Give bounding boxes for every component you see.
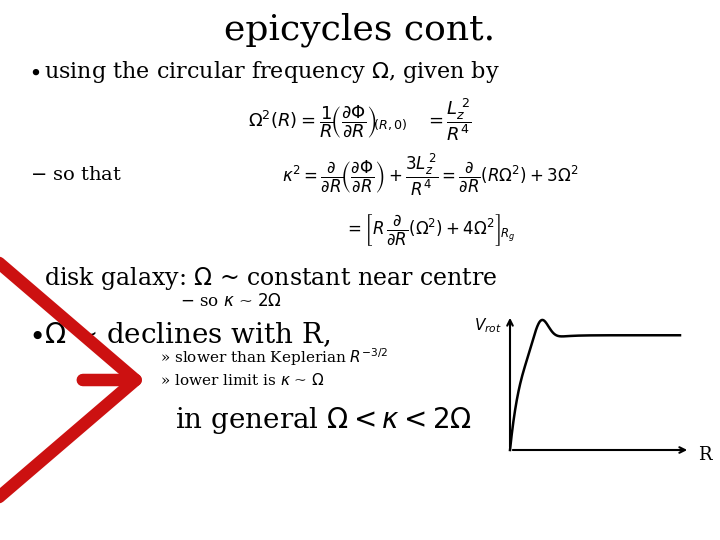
Text: $\Omega$ ~ declines with R,: $\Omega$ ~ declines with R, [44, 321, 330, 349]
Text: R: R [698, 446, 711, 464]
FancyArrowPatch shape [0, 255, 135, 505]
Text: using the circular frequency $\Omega$, given by: using the circular frequency $\Omega$, g… [44, 59, 500, 85]
Text: $\bullet$: $\bullet$ [28, 61, 40, 83]
Text: $\kappa^2 = \dfrac{\partial}{\partial R}\!\left(\dfrac{\partial\Phi}{\partial R}: $\kappa^2 = \dfrac{\partial}{\partial R}… [282, 152, 578, 198]
Text: » slower than Keplerian $R^{-3/2}$: » slower than Keplerian $R^{-3/2}$ [160, 346, 388, 368]
Text: $\bullet$: $\bullet$ [28, 321, 42, 348]
Text: epicycles cont.: epicycles cont. [225, 13, 495, 47]
Text: $V_{rot}$: $V_{rot}$ [474, 316, 502, 335]
Text: $-$ so $\kappa$ ~ $2\Omega$: $-$ so $\kappa$ ~ $2\Omega$ [180, 294, 282, 310]
Text: $= \left[R\,\dfrac{\partial}{\partial R}(\Omega^2)+4\Omega^2\right]_{\!R_g}$: $= \left[R\,\dfrac{\partial}{\partial R}… [344, 212, 516, 248]
Text: in general $\Omega < \kappa < 2\Omega$: in general $\Omega < \kappa < 2\Omega$ [175, 404, 472, 435]
Text: $\Omega^2(R) = \dfrac{1}{R}\!\left(\dfrac{\partial\Phi}{\partial R}\right)_{\!\!: $\Omega^2(R) = \dfrac{1}{R}\!\left(\dfra… [248, 97, 472, 144]
Text: » lower limit is $\kappa$ ~ $\Omega$: » lower limit is $\kappa$ ~ $\Omega$ [160, 372, 325, 388]
Text: $-$ so that: $-$ so that [30, 166, 122, 184]
Text: disk galaxy: $\Omega$ ~ constant near centre: disk galaxy: $\Omega$ ~ constant near ce… [44, 265, 497, 292]
